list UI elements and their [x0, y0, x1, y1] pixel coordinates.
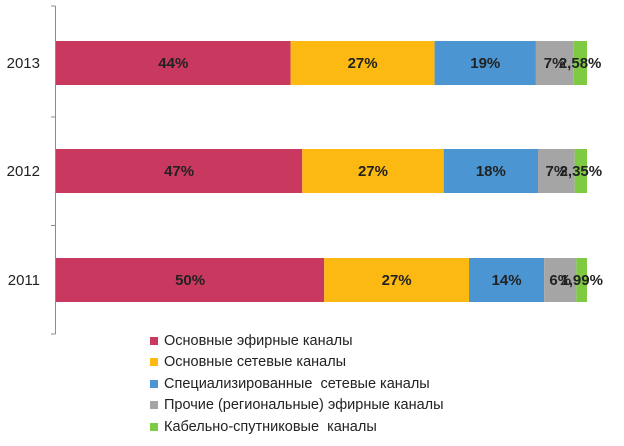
bar-2012-series-2 — [302, 149, 444, 193]
data-label-2013-series-5: 2,58% — [559, 55, 602, 72]
data-label-2012-series-5: 2,35% — [560, 163, 603, 180]
legend-label: Специализированные сетевые каналы — [164, 375, 430, 392]
category-labels: 2013 2012 2011 — [7, 55, 40, 289]
category-label-2013: 2013 — [7, 55, 40, 72]
bar-series-group — [56, 41, 587, 302]
bar-2011-series-4 — [544, 258, 577, 302]
bar-2013-series-1 — [56, 41, 291, 85]
legend-item: Основные эфирные каналы — [150, 330, 444, 352]
legend-swatch — [150, 379, 158, 388]
data-label-2011-series-5: 1,99% — [560, 272, 603, 289]
category-label-2011: 2011 — [8, 272, 40, 289]
bar-2013-series-5 — [573, 41, 587, 85]
bar-2012-series-1 — [56, 149, 303, 193]
legend: Основные эфирные каналы Основные сетевые … — [150, 330, 444, 438]
bar-2012-series-3 — [443, 149, 539, 193]
legend-label: Основные эфирные каналы — [164, 332, 353, 349]
legend-swatch — [150, 422, 158, 431]
data-label-2012-series-3: 18% — [476, 163, 506, 180]
data-label-2011-series-3: 14% — [492, 272, 522, 289]
bar-2011-series-2 — [324, 258, 470, 302]
bar-2013-series-3 — [434, 41, 536, 85]
data-label-2011-series-4: 6% — [549, 272, 571, 289]
data-label-2013-series-2: 27% — [348, 55, 378, 72]
bar-2013-series-4 — [535, 41, 574, 85]
category-label-2012: 2012 — [7, 163, 40, 180]
legend-label: Прочие (региональные) эфирные каналы — [164, 397, 444, 414]
data-label-2012-series-1: 47% — [164, 163, 194, 180]
legend-label: Основные сетевые каналы — [164, 354, 347, 371]
legend-swatch — [150, 401, 158, 410]
data-label-2012-series-2: 27% — [358, 163, 388, 180]
legend-item: Прочие (региональные) эфирные каналы — [150, 395, 444, 417]
legend-swatch — [150, 336, 158, 345]
legend-label: Кабельно-спутниковые каналы — [164, 418, 377, 435]
data-label-2013-series-3: 19% — [470, 55, 500, 72]
category-axis — [51, 5, 56, 335]
bar-2012-series-4 — [538, 149, 575, 193]
legend-item: Кабельно-спутниковые каналы — [150, 416, 444, 438]
bar-2012-series-5 — [574, 149, 587, 193]
data-labels: 44% 27% 19% 7%2,58%47% 27% 18% 7%2,35%50% 27% 14… — [158, 55, 603, 289]
data-label-2011-series-2: 27% — [382, 272, 412, 289]
legend-item: Основные сетевые каналы — [150, 352, 444, 374]
legend-swatch — [150, 358, 158, 367]
data-label-2012-series-4: 7% — [546, 163, 568, 180]
legend-item: Специализированные сетевые каналы — [150, 373, 444, 395]
data-label-2013-series-1: 44% — [158, 55, 188, 72]
data-label-2011-series-1: 50% — [175, 272, 205, 289]
data-label-2013-series-4: 7% — [544, 55, 566, 72]
bar-2011-series-3 — [469, 258, 545, 302]
bar-2011-series-5 — [576, 258, 587, 302]
bar-2013-series-2 — [290, 41, 435, 85]
bar-2011-series-1 — [56, 258, 325, 302]
